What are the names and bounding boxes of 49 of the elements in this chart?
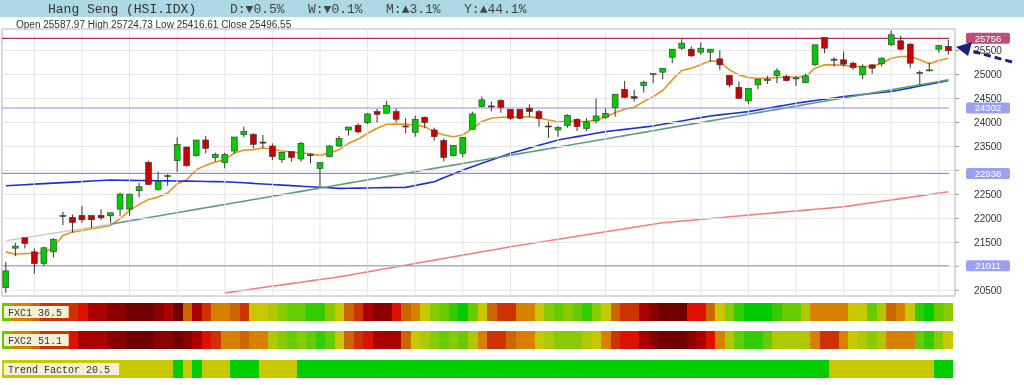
- y-tick-label: 21500: [974, 236, 1003, 248]
- candlestick: [440, 137, 447, 163]
- candlestick: [535, 109, 543, 128]
- candlestick: [611, 93, 619, 118]
- candlestick: [716, 49, 724, 71]
- ref-line-label: 21011: [975, 260, 1001, 272]
- chart-subtitle: D:▼0.5% W:▼0.1% M:▲3.1% Y:▲44.1%: [230, 2, 527, 17]
- candlestick: [69, 213, 76, 233]
- candlestick: [459, 136, 467, 158]
- candlestick: [592, 98, 600, 124]
- ref-line-label: 24302: [974, 102, 1002, 114]
- candlestick: [2, 261, 10, 294]
- ref-line-label: 22938: [974, 167, 1002, 179]
- candlestick: [411, 115, 419, 138]
- candlestick: [173, 136, 181, 173]
- text: FXC2 51.1: [8, 336, 63, 347]
- candlestick: [145, 160, 152, 186]
- y-tick-label: 23500: [974, 140, 1003, 152]
- candlestick: [50, 237, 57, 259]
- y-tick-label: 25000: [974, 69, 1003, 81]
- candlestick: [78, 205, 86, 224]
- candlestick: [792, 75, 800, 87]
- candlestick: [183, 146, 190, 168]
- candlestick: [316, 162, 324, 189]
- chart-title: Hang Seng (HSI.IDX): [48, 2, 197, 17]
- ref-line-label: 25756: [974, 32, 1002, 44]
- candlestick: [830, 56, 838, 68]
- candlestick: [811, 44, 819, 67]
- candlestick: [154, 171, 162, 192]
- y-tick-label: 22500: [974, 188, 1003, 200]
- candlestick: [59, 211, 67, 226]
- candlestick: [97, 208, 105, 221]
- candlestick: [259, 134, 267, 149]
- y-tick-label: 24500: [974, 93, 1003, 105]
- candlestick: [497, 98, 505, 114]
- candlestick: [297, 141, 305, 163]
- annotation: Open 25587.97 High 25724.73 Low 25416.61 Close 25496.55: [16, 19, 292, 30]
- candlestick: [907, 42, 914, 69]
- y-tick-label: 22000: [974, 212, 1003, 224]
- y-tick-label: 24000: [974, 116, 1003, 128]
- candlestick: [773, 67, 781, 84]
- text: FXC1 36.5: [8, 308, 63, 319]
- candlestick: [126, 193, 133, 217]
- candlestick: [135, 182, 143, 198]
- candlestick: [373, 108, 381, 124]
- candlestick: [31, 248, 38, 275]
- candlestick: [554, 125, 562, 138]
- y-tick-label: 20500: [974, 284, 1003, 296]
- text: Trend Factor 20.5: [8, 365, 111, 376]
